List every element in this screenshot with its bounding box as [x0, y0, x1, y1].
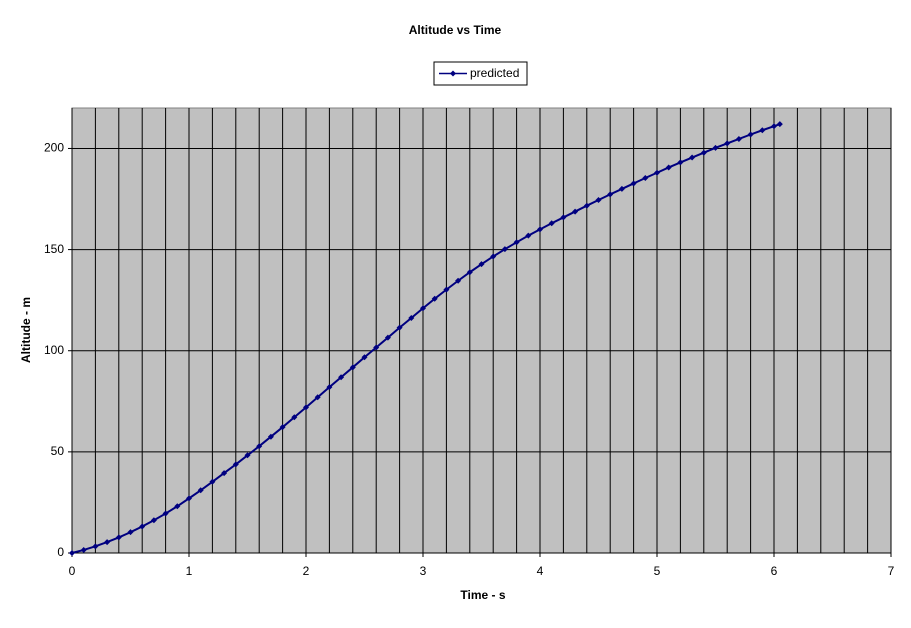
legend-box [433, 61, 528, 86]
data-point [618, 185, 625, 192]
data-point [408, 314, 415, 321]
data-point [735, 135, 742, 142]
data-point [776, 121, 783, 128]
data-point [759, 127, 766, 134]
data-point [80, 546, 87, 553]
data-point [630, 180, 637, 187]
data-point [771, 123, 777, 130]
data-point [291, 414, 298, 421]
data-point [478, 261, 485, 268]
data-point [174, 503, 181, 510]
data-point [127, 529, 134, 536]
data-point [572, 208, 579, 215]
x-axis-label: Time - s [460, 588, 505, 602]
data-point [162, 510, 169, 517]
y-tick-label: 50 [51, 444, 65, 458]
data-point [349, 364, 356, 371]
data-point [396, 324, 403, 331]
data-point [583, 202, 590, 209]
data-point [232, 461, 239, 468]
y-axis-label: Altitude - m [19, 297, 33, 363]
data-point [689, 154, 696, 161]
legend-marker [450, 70, 456, 77]
y-tick-label: 200 [44, 141, 64, 155]
data-point [677, 159, 684, 166]
data-point [115, 534, 122, 541]
x-tick-label: 4 [537, 564, 544, 578]
data-point [150, 517, 157, 524]
data-point [267, 433, 274, 440]
x-tick-label: 3 [420, 564, 427, 578]
data-point [665, 164, 672, 171]
data-point [747, 131, 754, 138]
x-tick-label: 0 [69, 564, 76, 578]
plot-area [71, 107, 892, 554]
data-point [525, 232, 532, 239]
data-point [537, 226, 543, 233]
data-point [513, 239, 520, 246]
data-point [700, 149, 707, 156]
data-point [303, 404, 309, 411]
data-point [104, 539, 111, 546]
data-point [420, 305, 426, 312]
data-point [361, 354, 368, 361]
data-point [466, 269, 473, 276]
data-point [560, 214, 567, 221]
data-point [431, 295, 438, 302]
data-point [197, 487, 204, 494]
data-point [139, 523, 146, 530]
data-point [712, 144, 719, 151]
data-point [338, 374, 345, 381]
data-point [501, 246, 508, 253]
data-point [326, 384, 333, 391]
x-tick-label: 5 [654, 564, 661, 578]
y-tick-label: 150 [44, 242, 64, 256]
data-point [92, 543, 99, 550]
x-tick-label: 7 [888, 564, 895, 578]
data-point [443, 286, 450, 293]
data-point [654, 169, 660, 176]
chart-title: Altitude vs Time [409, 23, 502, 37]
data-point [384, 334, 391, 341]
y-tick-label: 0 [57, 545, 64, 559]
data-point [209, 478, 216, 485]
data-point [548, 220, 555, 227]
data-point [256, 443, 263, 450]
data-point [373, 344, 380, 351]
data-point [221, 470, 228, 477]
data-point [490, 253, 497, 260]
data-point [607, 191, 614, 198]
data-point [595, 197, 602, 204]
data-point [642, 174, 649, 181]
data-point [69, 550, 75, 556]
x-tick-label: 6 [771, 564, 778, 578]
data-point [455, 277, 462, 284]
data-point [279, 424, 286, 431]
data-point [244, 452, 251, 459]
x-tick-label: 2 [303, 564, 310, 578]
data-point [724, 140, 731, 147]
data-point [314, 394, 321, 401]
data-point [186, 495, 192, 502]
x-tick-label: 1 [186, 564, 193, 578]
legend-label: predicted [470, 66, 519, 80]
y-tick-label: 100 [44, 343, 64, 357]
